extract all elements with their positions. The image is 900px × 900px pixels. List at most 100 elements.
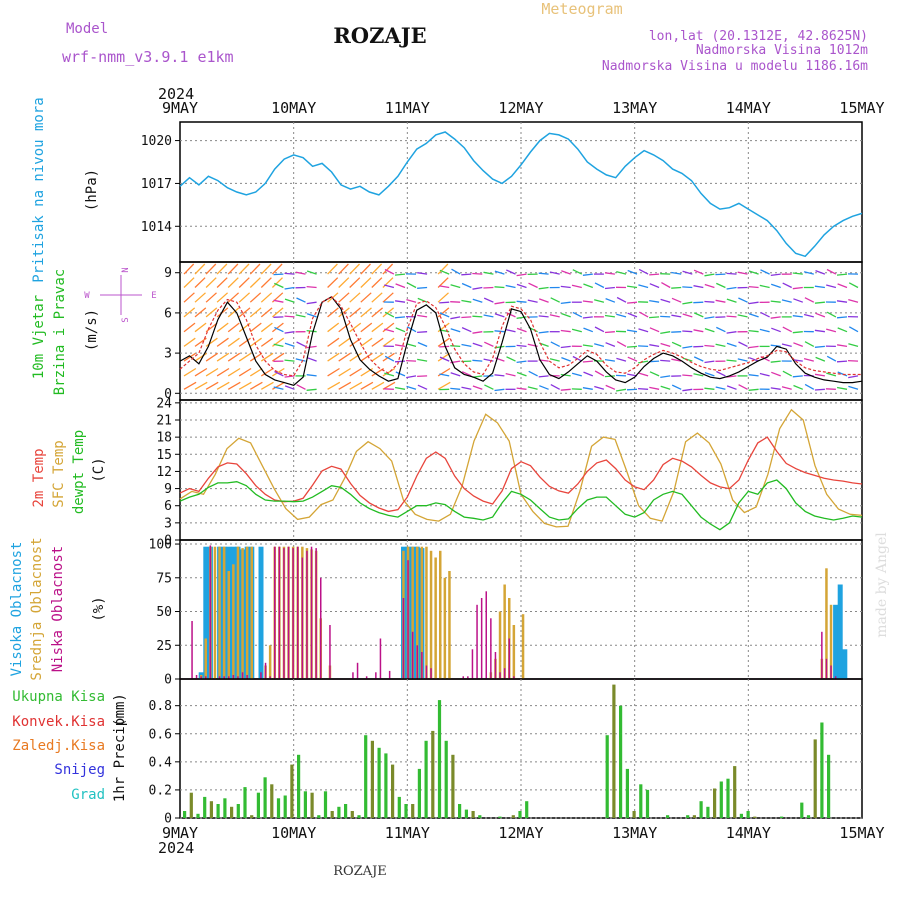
- wind-arrow: [371, 292, 383, 303]
- wind-arrow: [371, 277, 383, 288]
- wind-arrow: [284, 298, 295, 303]
- mid-cloud-bar: [204, 638, 207, 679]
- mid-cloud-bar: [213, 546, 217, 679]
- legend-conv: Konvek.Kisa: [12, 714, 105, 730]
- wind-arrow: [417, 314, 428, 318]
- wind-arrow: [682, 374, 693, 377]
- day-label-top: 13MAY: [612, 99, 657, 117]
- precip-bar: [686, 815, 690, 818]
- compass-east: E: [151, 291, 156, 301]
- wind-arrow: [296, 341, 306, 347]
- high-cloud-bar: [203, 546, 209, 679]
- wind-arrow: [306, 374, 317, 377]
- wind-arrow: [826, 268, 837, 275]
- wind-arrow: [616, 270, 627, 275]
- wind-arrow: [216, 337, 229, 347]
- wind-arrow: [383, 388, 394, 390]
- wind-arrow: [671, 314, 682, 318]
- wind-arrow: [461, 316, 472, 319]
- y-tick-label: 21: [156, 414, 172, 429]
- wind-arrow: [505, 372, 516, 377]
- wind-arrow: [249, 381, 263, 390]
- wind-arrow: [284, 272, 295, 275]
- wind-arrow: [327, 367, 340, 377]
- wind-arrow: [338, 337, 351, 347]
- wind-arrow: [770, 387, 781, 390]
- wind-arrow: [205, 292, 217, 303]
- wind-arrow: [582, 300, 593, 303]
- precip-bar: [813, 739, 817, 818]
- wind-arrow: [726, 286, 737, 290]
- low-cloud-bar: [274, 546, 276, 679]
- wind-arrow: [781, 299, 792, 303]
- temp-ylabel3: dewpt Temp: [71, 430, 87, 514]
- low-cloud-bar: [237, 676, 239, 679]
- wind-arrow: [571, 372, 582, 377]
- wind-arrow: [594, 326, 605, 333]
- wind-arrow: [605, 384, 616, 390]
- low-cloud-bar: [513, 676, 515, 679]
- sfc-temp-line: [179, 408, 863, 528]
- wind-arrow: [671, 271, 682, 275]
- wind-arrow: [561, 356, 571, 362]
- wind-arrow: [660, 359, 671, 362]
- precip-bar: [619, 705, 623, 818]
- wind-arrow: [349, 367, 362, 377]
- precip-bar: [639, 784, 643, 818]
- cloud-ylabel3: Niska Oblacnost: [50, 546, 66, 672]
- precip-bar: [706, 806, 710, 818]
- wind-arrow: [549, 271, 560, 275]
- wind-arrow: [450, 372, 461, 377]
- wind-arrow: [394, 273, 406, 276]
- low-cloud-bar: [485, 591, 487, 679]
- wind-arrow: [183, 263, 195, 275]
- wind-arrow: [371, 307, 384, 318]
- wind-arrow: [183, 292, 195, 303]
- wind-arrow: [395, 327, 406, 333]
- mid-cloud-bar: [425, 546, 428, 679]
- wind-arrow: [770, 344, 781, 348]
- wind-arrow: [205, 277, 217, 288]
- wind-arrow: [371, 352, 384, 362]
- wind-arrow: [704, 344, 715, 348]
- wind-arrow: [516, 387, 527, 390]
- low-cloud-bar: [402, 598, 405, 679]
- wind-arrow: [450, 316, 461, 320]
- pressure-unit: (hPa): [84, 169, 100, 211]
- wind-arrow: [472, 331, 483, 334]
- wind-arrow: [216, 292, 229, 303]
- day-label-bottom: 12MAY: [498, 824, 543, 842]
- low-cloud-bar: [292, 548, 294, 679]
- wind-arrow: [494, 301, 505, 305]
- wind-arrow: [284, 315, 295, 318]
- wind-arrow: [538, 331, 549, 334]
- wind-arrow: [626, 345, 638, 348]
- wind-arrow: [814, 345, 825, 348]
- meteogram-title: Meteogram: [541, 0, 622, 18]
- footer-station: ROZAJE: [333, 864, 387, 879]
- low-cloud-bar: [503, 668, 506, 679]
- wind-arrow: [782, 282, 792, 289]
- precip-bar: [719, 781, 723, 818]
- wind-arrow: [682, 330, 693, 333]
- wind-arrow: [394, 316, 406, 319]
- precip-bar: [350, 811, 354, 818]
- wind-arrow: [848, 282, 859, 289]
- wind-arrow: [760, 269, 770, 275]
- day-label-top: 9MAY: [162, 99, 198, 117]
- precip-bar: [216, 804, 220, 818]
- wind-arrow: [205, 307, 218, 318]
- wind-arrow: [472, 359, 483, 362]
- wind-arrow: [682, 286, 693, 289]
- wind-arrow: [494, 313, 505, 318]
- compass-north: N: [121, 267, 131, 272]
- wind-arrow: [649, 299, 660, 303]
- wind-arrow: [726, 375, 737, 378]
- wind-arrow: [384, 372, 395, 377]
- low-cloud-bar: [467, 676, 469, 679]
- wind-arrow: [792, 331, 803, 334]
- wind-arrow: [627, 269, 638, 275]
- wind-arrow: [726, 359, 737, 362]
- precip-bar: [384, 753, 388, 818]
- temperature-panel: 0 3 6 9 12 15 18 21 24: [156, 396, 863, 549]
